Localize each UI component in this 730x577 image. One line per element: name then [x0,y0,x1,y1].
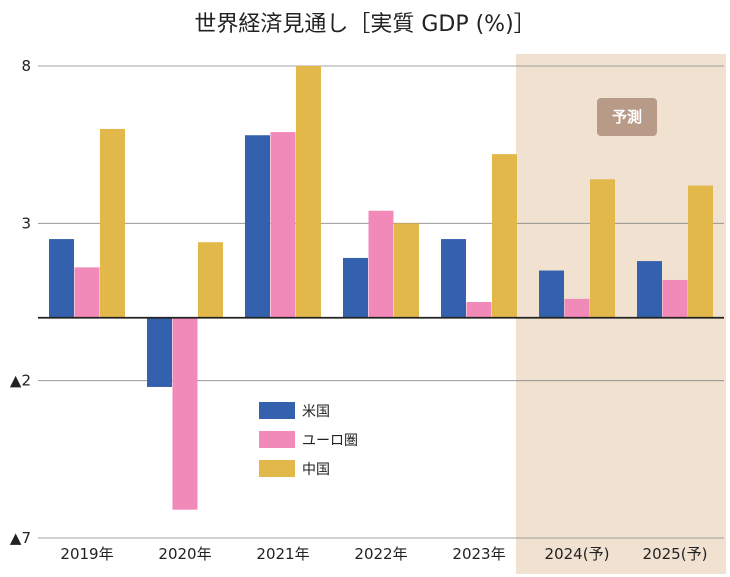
bar-china-2 [296,66,321,318]
bar-euro-4 [466,302,492,318]
forecast-badge-bg [597,98,657,136]
bar-china-0 [100,128,125,318]
bar-china-3 [394,223,419,318]
bar-china-6 [688,185,713,318]
bar-euro-2 [270,132,296,318]
forecast-badge-label: 予測 [612,108,642,126]
y-axis-ticks: 8 3 ▲2 ▲7 [10,57,31,547]
bar-euro-5 [564,298,590,318]
y-tick-label: 3 [21,214,31,232]
legend-label: 中国 [302,462,330,478]
x-tick-label: 2024(予) [545,545,610,563]
x-tick-label: 2022年 [354,545,407,563]
bar-china-1 [198,242,223,318]
forecast-badge: 予測 [597,98,657,136]
legend-label: ユーロ圏 [302,433,358,449]
bar-euro-6 [662,279,688,318]
y-tick-label: 8 [21,57,31,75]
bar-us-2 [245,135,270,318]
x-tick-label: 2019年 [60,545,113,563]
bar-us-3 [343,257,368,318]
legend-label: 米国 [302,404,330,420]
x-tick-label: 2020年 [158,545,211,563]
x-tick-label: 2023年 [452,545,505,563]
chart-title: 世界経済見通し［実質 GDP (%)］ [194,12,535,37]
bar-euro-0 [74,267,100,318]
bar-us-4 [441,239,466,318]
x-axis-ticks: 2019年 2020年 2021年 2022年 2023年 2024(予) 2025(予) [60,545,707,563]
bar-us-6 [637,261,662,318]
x-tick-label: 2025(予) [643,545,708,563]
bar-us-1 [147,317,172,387]
bar-euro-3 [368,210,394,318]
bars [49,66,713,510]
bar-china-5 [590,179,615,318]
legend-swatch [259,402,295,419]
legend-swatch [259,431,295,448]
x-tick-label: 2021年 [256,545,309,563]
y-tick-label: ▲2 [10,372,31,390]
legend-swatch [259,460,295,477]
bar-china-4 [492,154,517,318]
y-tick-label: ▲7 [10,529,31,547]
bar-euro-1 [172,317,198,510]
bar-us-0 [49,239,74,318]
bar-us-5 [539,270,564,318]
